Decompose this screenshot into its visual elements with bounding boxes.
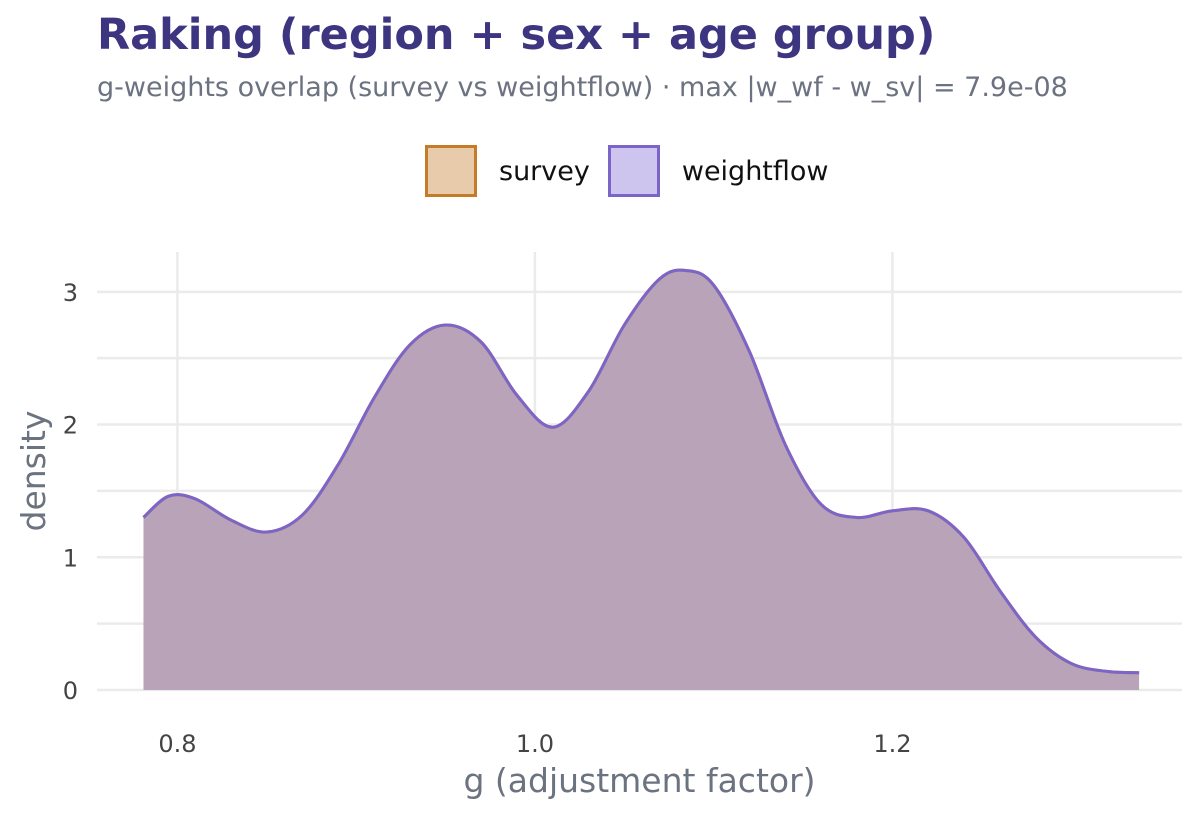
x-tick-label: 1.2 bbox=[873, 730, 911, 758]
x-axis-title: g (adjustment factor) bbox=[463, 761, 815, 800]
density-line-weightflow bbox=[142, 268, 1140, 675]
y-axis-title: density bbox=[14, 411, 53, 532]
y-tick-label: 2 bbox=[63, 412, 78, 440]
legend-label-survey: survey bbox=[499, 155, 590, 187]
legend-key-weightflow bbox=[607, 145, 660, 197]
density-area-survey bbox=[143, 270, 1140, 690]
legend-item-weightflow: weightflow bbox=[607, 145, 829, 197]
legend: survey weightflow bbox=[425, 143, 847, 199]
x-axis: 0.8 1.0 1.2 bbox=[158, 730, 911, 758]
plot-area bbox=[142, 268, 1140, 690]
chart-subtitle: g-weights overlap (survey vs weightflow)… bbox=[97, 72, 1068, 103]
y-tick-label: 1 bbox=[63, 544, 78, 572]
y-axis: 0 1 2 3 bbox=[63, 279, 78, 705]
legend-item-survey: survey bbox=[425, 145, 590, 197]
x-tick-label: 0.8 bbox=[158, 730, 196, 758]
y-tick-label: 3 bbox=[63, 279, 78, 307]
legend-label-weightflow: weightflow bbox=[681, 155, 829, 187]
chart-title: Raking (region + sex + age group) bbox=[97, 10, 936, 60]
legend-key-survey bbox=[425, 145, 477, 197]
y-tick-label: 0 bbox=[63, 677, 78, 705]
x-tick-label: 1.0 bbox=[516, 730, 554, 758]
